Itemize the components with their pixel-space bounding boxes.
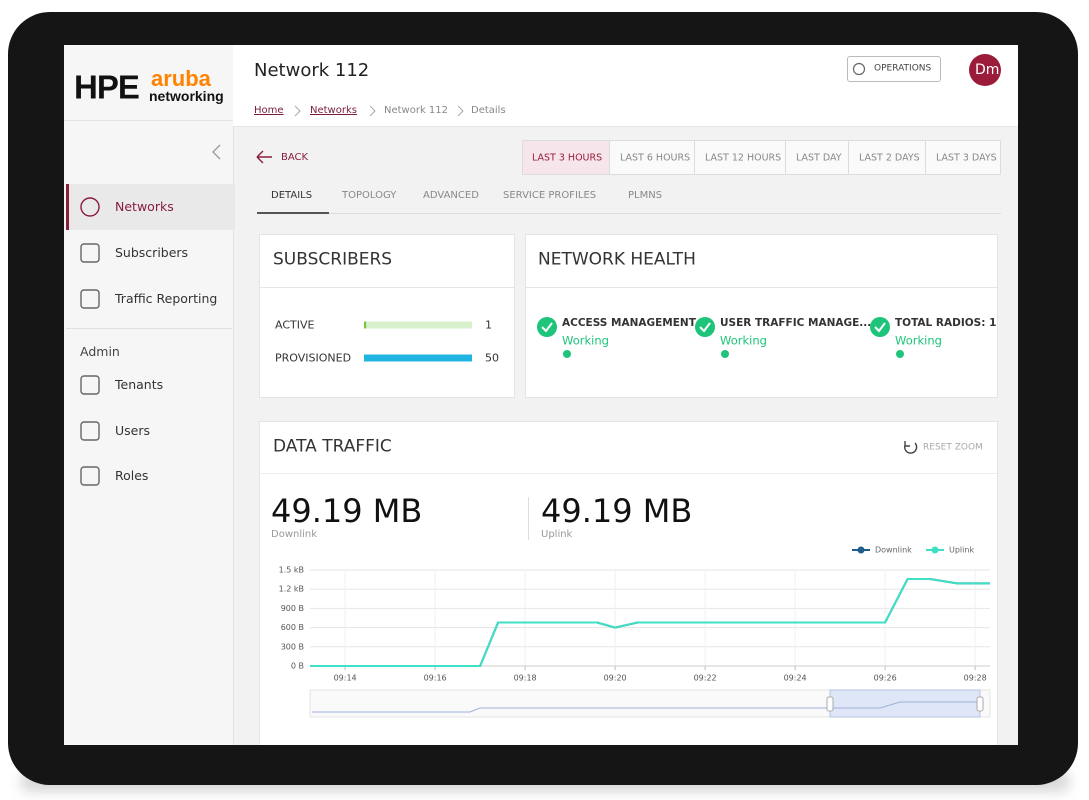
health-label: TOTAL RADIOS: 1 bbox=[895, 316, 997, 329]
tab[interactable]: ADVANCED bbox=[423, 190, 479, 201]
breadcrumb-item[interactable]: Networks bbox=[310, 105, 357, 116]
breadcrumb-item: Details bbox=[471, 105, 506, 116]
nav-item[interactable]: Traffic Reporting bbox=[115, 290, 218, 306]
traffic-total-label: Downlink bbox=[271, 529, 318, 540]
traffic-total-label: Uplink bbox=[541, 529, 573, 540]
card-divider bbox=[260, 473, 997, 474]
back-link[interactable]: BACK bbox=[281, 152, 309, 163]
tab[interactable]: SERVICE PROFILES bbox=[503, 190, 597, 201]
avatar bbox=[969, 54, 1001, 86]
tab[interactable]: DETAILS bbox=[271, 190, 313, 201]
card-title: SUBSCRIBERS bbox=[273, 249, 393, 270]
subscribers-card bbox=[259, 234, 515, 398]
subscriber-label: ACTIVE bbox=[275, 318, 315, 332]
time-range-label[interactable]: LAST 3 DAYS bbox=[936, 152, 997, 164]
health-status: Working bbox=[562, 333, 609, 348]
time-range-label[interactable]: LAST 12 HOURS bbox=[705, 152, 782, 164]
card-title: DATA TRAFFIC bbox=[273, 436, 392, 457]
totals-divider bbox=[528, 497, 529, 540]
time-range-label[interactable]: LAST 3 HOURS bbox=[532, 152, 603, 164]
tabs-baseline bbox=[257, 213, 1001, 214]
health-label: USER TRAFFIC MANAGE... bbox=[720, 316, 872, 329]
nav-item[interactable]: Tenants bbox=[115, 376, 164, 392]
time-range-label[interactable]: LAST DAY bbox=[796, 152, 842, 164]
sidebar-divider bbox=[64, 120, 233, 121]
nav-item[interactable]: Networks bbox=[115, 198, 174, 214]
tab-active-underline bbox=[257, 212, 329, 214]
operations-label: OPERATIONS bbox=[874, 63, 932, 74]
time-range-label[interactable]: LAST 6 HOURS bbox=[620, 152, 691, 164]
time-range-button[interactable] bbox=[849, 140, 926, 175]
page-title: Network 112 bbox=[254, 60, 370, 81]
time-range-button[interactable] bbox=[786, 140, 849, 175]
back-arrow bbox=[256, 150, 272, 164]
subscriber-count: 1 bbox=[485, 318, 492, 332]
traffic-total: 49.19 MB bbox=[541, 492, 693, 530]
time-range-button[interactable] bbox=[610, 140, 695, 175]
card-title: NETWORK HEALTH bbox=[538, 249, 696, 270]
breadcrumb-item[interactable]: Home bbox=[254, 105, 284, 116]
tab[interactable]: TOPOLOGY bbox=[342, 190, 397, 201]
reset-zoom[interactable]: RESET ZOOM bbox=[923, 442, 983, 453]
health-status: Working bbox=[720, 333, 767, 348]
logo-sub: networking bbox=[149, 88, 224, 104]
tab[interactable]: PLMNS bbox=[628, 190, 663, 201]
logo-product: aruba bbox=[151, 66, 211, 91]
breadcrumb-item: Network 112 bbox=[384, 105, 449, 116]
traffic-total: 49.19 MB bbox=[271, 492, 423, 530]
screen: HPE aruba networking Networks Subscribers Tra… bbox=[64, 45, 1018, 745]
subscriber-label: PROVISIONED bbox=[275, 351, 352, 365]
card-divider bbox=[526, 287, 997, 288]
sidebar bbox=[64, 45, 234, 745]
logo-brand: HPE bbox=[74, 68, 140, 106]
time-range-button[interactable] bbox=[522, 140, 610, 175]
health-label: ACCESS MANAGEMENT bbox=[562, 316, 696, 329]
breadcrumb-bar bbox=[233, 97, 1018, 127]
time-range-button[interactable] bbox=[695, 140, 786, 175]
time-range-label[interactable]: LAST 2 DAYS bbox=[859, 152, 920, 164]
network-health-card bbox=[525, 234, 998, 398]
subscriber-count: 50 bbox=[485, 351, 499, 365]
time-range-button[interactable] bbox=[926, 140, 1001, 175]
nav-item[interactable]: Subscribers bbox=[115, 244, 189, 260]
nav-item[interactable]: Users bbox=[115, 422, 151, 438]
health-status: Working bbox=[895, 333, 942, 348]
card-divider bbox=[260, 287, 514, 288]
sidebar-divider bbox=[66, 328, 232, 329]
sidebar-section: Admin bbox=[80, 343, 120, 359]
nav-item[interactable]: Roles bbox=[115, 467, 149, 483]
avatar-initials: Dm bbox=[975, 62, 1000, 78]
data-traffic-card bbox=[259, 421, 998, 745]
